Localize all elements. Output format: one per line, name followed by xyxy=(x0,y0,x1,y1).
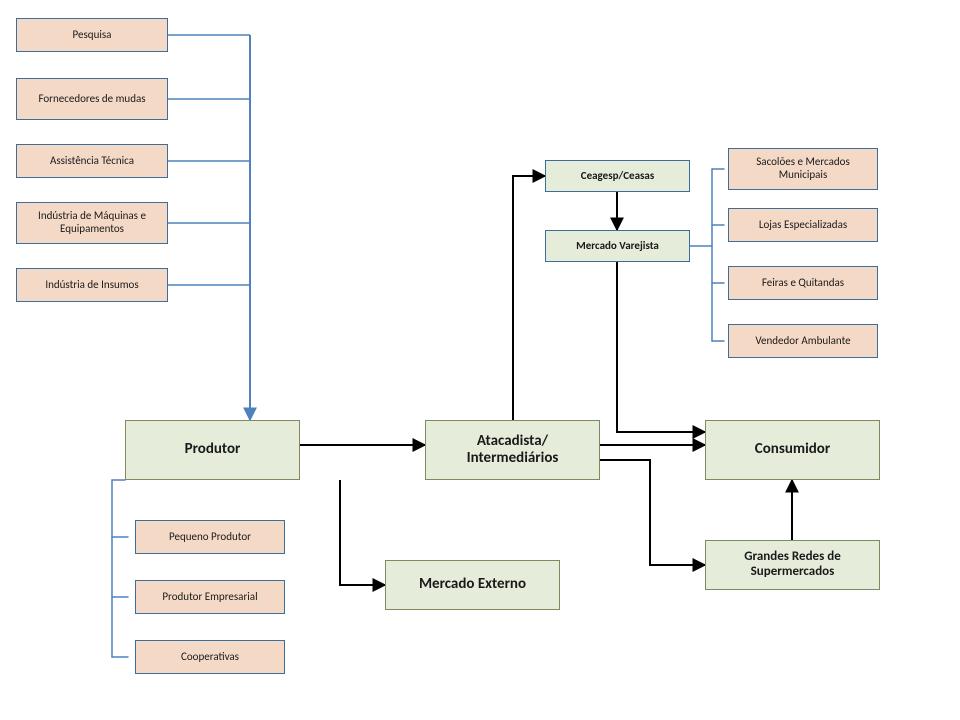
node-mercado_ext: Mercado Externo xyxy=(385,560,560,610)
node-fornecedores: Fornecedores de mudas xyxy=(16,78,168,120)
node-assist: Assistência Técnica xyxy=(16,144,168,178)
node-consumidor: Consumidor xyxy=(705,420,880,480)
arrow-varejista_to_consumidor xyxy=(617,262,705,432)
bracket-produtor-attach xyxy=(112,480,125,537)
node-maquinas: Indústria de Máquinas e Equipamentos xyxy=(16,202,168,244)
arrow-atacadista_to_ceagesp xyxy=(513,176,545,420)
node-atacadista: Atacadista/ Intermediários xyxy=(425,420,600,480)
node-produtor: Produtor xyxy=(125,420,300,480)
node-pequeno: Pequeno Produtor xyxy=(135,520,285,554)
node-ceagesp: Ceagesp/Ceasas xyxy=(545,160,690,192)
node-sacoloes: Sacolões e Mercados Municipais xyxy=(728,148,878,190)
node-coop: Cooperativas xyxy=(135,640,285,674)
node-pesquisa: Pesquisa xyxy=(16,18,168,52)
node-grandes: Grandes Redes de Supermercados xyxy=(705,540,880,590)
node-insumos: Indústria de Insumos xyxy=(16,268,168,302)
node-lojas: Lojas Especializadas xyxy=(728,208,878,242)
node-varejista: Mercado Varejista xyxy=(545,230,690,262)
arrow-atacadista_to_grandes xyxy=(600,460,705,565)
node-feiras: Feiras e Quitandas xyxy=(728,266,878,300)
node-empresarial: Produtor Empresarial xyxy=(135,580,285,614)
arrow-produtor_to_mercadoext xyxy=(340,480,385,585)
node-ambulante: Vendedor Ambulante xyxy=(728,324,878,358)
